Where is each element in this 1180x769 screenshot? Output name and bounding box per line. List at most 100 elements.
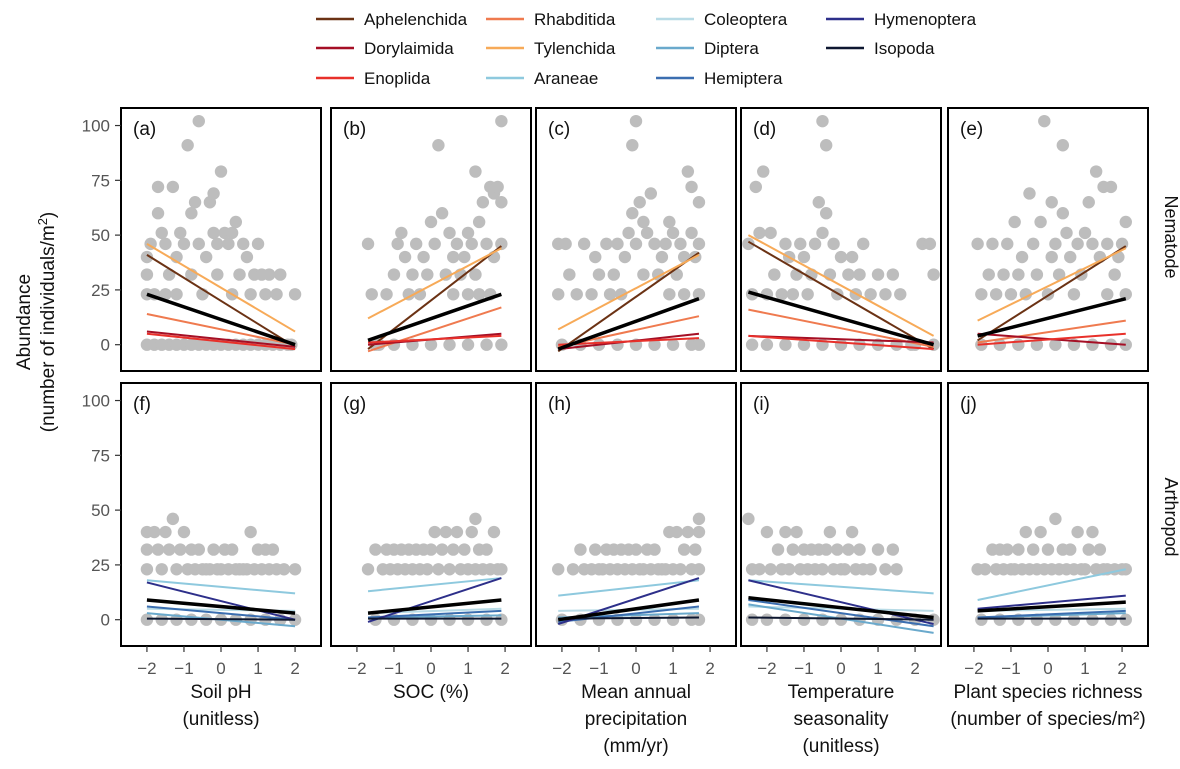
data-point (1023, 187, 1036, 200)
data-point (618, 250, 632, 264)
data-point (1064, 543, 1077, 556)
data-point (629, 543, 643, 556)
data-point (644, 187, 658, 200)
data-point (1119, 613, 1132, 626)
trend-line-overall (977, 296, 1127, 338)
data-point (1078, 226, 1092, 240)
panel-frame (740, 107, 942, 372)
data-point (871, 268, 885, 281)
trend-line-isopoda (558, 616, 699, 620)
points-group (552, 512, 706, 626)
points-group (742, 114, 940, 351)
data-point (842, 543, 855, 556)
data-point (753, 226, 766, 240)
data-point (819, 543, 833, 556)
data-point (663, 215, 676, 229)
data-point (1056, 139, 1070, 152)
data-point (424, 215, 438, 229)
data-point (1041, 543, 1055, 556)
data-point (288, 288, 302, 301)
trend-line-aphelenchida (146, 253, 296, 348)
data-point (1064, 250, 1077, 264)
x-tick-label: 2 (1117, 659, 1126, 678)
data-point (387, 268, 401, 281)
data-point (845, 525, 859, 539)
data-point (566, 563, 580, 576)
data-point (192, 237, 205, 251)
data-point (1026, 543, 1040, 556)
data-point (834, 613, 848, 626)
trend-line-overall (146, 292, 296, 347)
data-point (237, 237, 250, 251)
data-point (782, 563, 796, 576)
data-point (864, 563, 877, 576)
data-point (432, 563, 445, 576)
data-point (166, 512, 180, 526)
data-point (469, 268, 482, 281)
data-point (421, 268, 434, 281)
data-point (626, 139, 639, 152)
x-tick-label: −2 (552, 659, 571, 678)
trend-line-overall (367, 598, 502, 615)
data-point (472, 215, 486, 229)
data-point (1045, 196, 1058, 209)
data-point (439, 525, 453, 539)
x-axis-title-4-line1: (number of species/m²) (950, 709, 1145, 730)
data-point (177, 237, 191, 251)
points-group (361, 512, 508, 626)
panel-frame (330, 107, 532, 372)
y-tick-label: 100 (82, 117, 110, 136)
data-point (771, 543, 785, 556)
y-axis-title: Abundance (number of individuals/m2) (14, 212, 59, 433)
data-point (424, 543, 438, 556)
data-point (1008, 215, 1021, 229)
data-point (1049, 613, 1062, 626)
x-tick-label: 1 (1080, 659, 1089, 678)
x-axis-title-1-line0: SOC (%) (393, 682, 469, 703)
data-point (1038, 114, 1051, 128)
data-point (274, 268, 287, 281)
panel-c: (c) (535, 107, 737, 372)
panel-label: (j) (960, 394, 977, 415)
data-point (816, 563, 829, 576)
data-point (170, 563, 183, 576)
data-point (199, 250, 213, 264)
data-point (480, 543, 493, 556)
panel-label: (f) (133, 394, 151, 415)
data-point (779, 338, 792, 351)
data-point (214, 165, 228, 178)
panel-label: (i) (753, 394, 770, 415)
data-point (978, 563, 992, 576)
data-point (495, 114, 508, 128)
data-point (439, 268, 453, 281)
x-tick-label: −2 (964, 659, 983, 678)
data-point (465, 237, 478, 251)
data-point (398, 250, 412, 264)
data-point (801, 288, 814, 301)
data-point (745, 338, 759, 351)
lines-group (977, 568, 1126, 620)
x-tick-label: 1 (668, 659, 677, 678)
data-point (982, 268, 995, 281)
data-point (369, 543, 382, 556)
data-point (140, 613, 154, 626)
data-point (406, 268, 419, 281)
data-point (871, 543, 885, 556)
trend-line-rhabditida (367, 306, 502, 353)
data-point (1012, 338, 1025, 351)
points-group (361, 114, 508, 351)
trend-line-hemiptera (367, 609, 502, 619)
trend-line-araneae (146, 579, 296, 595)
trend-line-araneae (558, 579, 700, 597)
data-point (450, 237, 464, 251)
data-point (469, 165, 482, 178)
panel-frame (947, 107, 1149, 372)
data-point (1049, 237, 1062, 251)
data-point (666, 613, 680, 626)
x-tick-label: 0 (1043, 659, 1052, 678)
data-point (559, 237, 572, 251)
trend-line-araneae (977, 568, 1126, 601)
data-point (886, 268, 900, 281)
data-point (975, 613, 988, 626)
